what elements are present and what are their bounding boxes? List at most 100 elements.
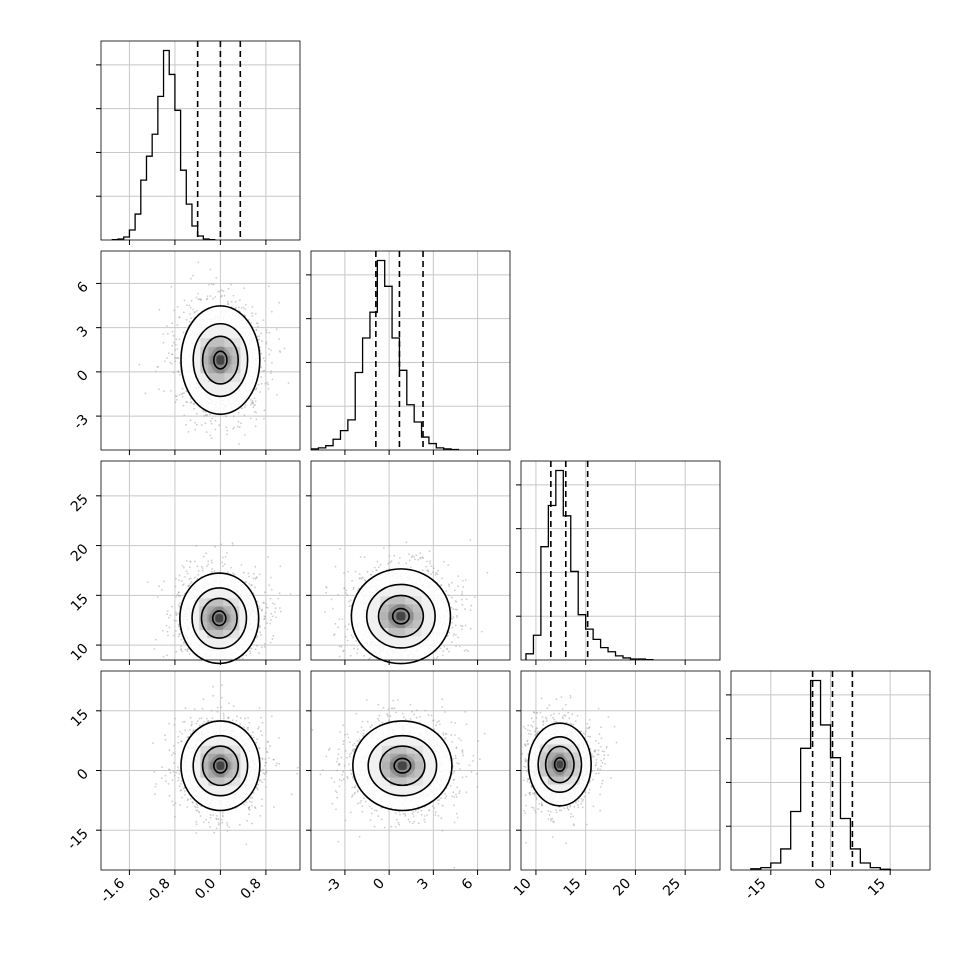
scatter-point [166,654,168,657]
scatter-point [232,294,235,297]
scatter-point [337,626,339,629]
scatter-point [226,571,229,574]
scatter-point [267,556,270,558]
scatter-point [467,650,470,653]
scatter-point [267,383,269,386]
scatter-point [253,736,255,739]
scatter-point [262,666,264,668]
scatter-point [182,404,185,407]
scatter-point [368,658,370,660]
scatter-point [257,325,259,328]
panel-frame [100,250,301,451]
scatter-point [175,650,178,653]
scatter-point [413,556,416,558]
scatter-point [222,714,225,717]
scatter-point [264,360,266,362]
scatter-point [182,331,185,334]
scatter-point [166,610,169,612]
scatter-point [243,287,246,289]
scatter-point [268,353,271,356]
scatter-point [173,341,175,344]
scatter-point [464,668,466,670]
scatter-point [331,607,334,610]
hist-step [311,259,460,450]
scatter-point [278,763,281,765]
scatter-point [271,378,274,381]
scatter-point [178,374,181,376]
scatter-point [448,650,450,653]
scatter-point [202,555,205,558]
scatter-point [167,616,170,619]
scatter-point [242,571,245,574]
scatter-point [251,306,254,308]
scatter-point [181,650,184,653]
density-block [231,630,240,639]
hist-step [750,679,891,870]
scatter-point [177,591,180,594]
scatter-point [430,671,432,673]
scatter-point [209,434,212,437]
scatter-point [270,370,273,373]
scatter-point [277,597,280,600]
scatter-point [346,639,349,642]
scatter-point [435,571,438,574]
scatter-point [210,454,212,456]
scatter-point [268,347,270,350]
scatter-point [275,328,278,331]
scatter-point [263,409,266,412]
scatter-point [279,565,282,568]
scatter-point [233,573,236,576]
density-block [380,604,389,613]
scatter-point [457,636,459,639]
scatter-point [180,645,182,648]
scatter-point [414,558,416,561]
scatter-point [393,554,396,557]
scatter-point [400,665,402,667]
density-block [223,598,232,607]
scatter-point [271,615,274,618]
scatter-point [261,721,264,724]
scatter-point [363,556,366,559]
scatter-point [177,625,180,628]
scatter-point [270,576,272,579]
scatter-point [180,580,183,583]
scatter-point [175,338,178,341]
scatter-point [435,661,437,663]
scatter-point [260,716,262,719]
scatter-point [194,428,197,431]
density-block [200,355,209,365]
scatter-point [263,591,266,594]
scatter-point [195,545,198,547]
scatter-point [207,821,210,824]
scatter-point [186,806,189,808]
scatter-point [436,655,439,658]
scatter-point [263,417,265,420]
scatter-point [296,772,299,775]
scatter-point [441,663,443,665]
scatter-point [256,644,258,647]
scatter-point [255,636,258,639]
scatter-point [258,605,261,608]
density-block [231,614,240,623]
panel-frame [100,40,301,241]
contour-line [211,610,227,627]
scatter-point [173,309,176,312]
scatter-point [416,666,418,668]
density-block [224,373,233,383]
scatter-point [260,332,263,335]
scatter-point [179,782,182,785]
density-block [380,628,389,637]
scatter-point [241,662,243,664]
scatter-point [344,592,347,594]
scatter-point [212,283,215,286]
scatter-point [178,785,181,787]
scatter-point [251,314,254,317]
scatter-point [258,707,261,709]
scatter-point [249,650,251,652]
density-block [413,596,422,605]
contour-line [391,607,410,625]
scatter-point [465,649,468,651]
scatter-point [185,390,188,392]
scatter-point [448,662,450,664]
hist-panel-1 [306,250,511,451]
